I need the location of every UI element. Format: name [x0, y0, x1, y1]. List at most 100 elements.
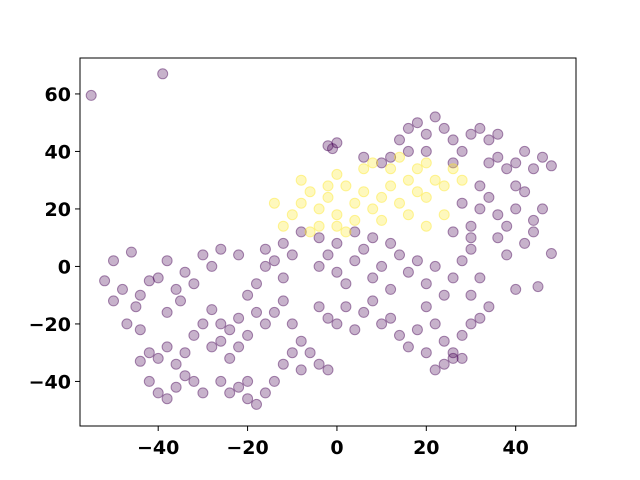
scatter-point-series-0 — [420, 145, 432, 157]
scatter-point-series-0 — [99, 275, 111, 287]
scatter-point-series-0 — [322, 364, 334, 376]
scatter-point-series-1 — [438, 209, 450, 221]
scatter-point-series-1 — [304, 226, 316, 238]
scatter-point-series-0 — [465, 128, 477, 140]
scatter-point-series-0 — [483, 301, 495, 313]
scatter-point-series-0 — [152, 352, 164, 364]
scatter-point-series-0 — [286, 347, 298, 359]
scatter-point-series-1 — [286, 209, 298, 221]
scatter-point-series-0 — [143, 275, 155, 287]
scatter-point-series-0 — [411, 117, 423, 129]
scatter-point-series-0 — [510, 283, 522, 295]
scatter-point-series-0 — [394, 249, 405, 261]
x-tick-label: −20 — [226, 437, 268, 459]
scatter-point-series-0 — [331, 266, 343, 278]
ticks-layer: −40 −20 0 20 40 −40 −20 0 20 40 60 — [29, 84, 529, 459]
scatter-point-series-1 — [304, 186, 316, 198]
scatter-point-series-1 — [322, 191, 334, 203]
scatter-point-series-0 — [349, 255, 361, 267]
scatter-point-series-0 — [242, 289, 254, 301]
scatter-point-series-1 — [313, 220, 325, 232]
scatter-point-series-1 — [349, 197, 361, 209]
y-tick-label: 60 — [45, 84, 71, 106]
scatter-point-series-0 — [233, 249, 245, 261]
scatter-point-series-0 — [313, 301, 325, 313]
scatter-point-series-0 — [277, 358, 289, 370]
scatter-point-series-0 — [197, 249, 209, 261]
scatter-point-series-0 — [259, 387, 271, 399]
scatter-point-series-0 — [277, 237, 289, 249]
scatter-point-series-0 — [134, 324, 146, 336]
scatter-point-series-0 — [259, 260, 271, 272]
scatter-point-series-0 — [313, 358, 325, 370]
scatter-point-series-0 — [277, 272, 289, 284]
scatter-point-series-0 — [402, 341, 414, 353]
scatter-point-series-0 — [134, 289, 146, 301]
scatter-point-series-0 — [358, 243, 370, 255]
scatter-point-series-0 — [537, 151, 548, 163]
scatter-point-series-0 — [420, 278, 432, 290]
scatter-point-series-0 — [510, 180, 522, 192]
scatter-point-series-0 — [188, 278, 200, 290]
scatter-point-series-0 — [322, 140, 334, 152]
scatter-point-series-0 — [429, 364, 441, 376]
scatter-point-series-0 — [492, 232, 504, 244]
scatter-point-series-0 — [474, 180, 486, 192]
scatter-point-series-0 — [85, 89, 97, 101]
scatter-point-series-0 — [143, 347, 155, 359]
scatter-point-series-0 — [447, 347, 459, 359]
axes-background — [80, 58, 576, 426]
scatter-point-series-0 — [528, 214, 539, 226]
scatter-point-series-0 — [519, 186, 531, 198]
scatter-point-series-0 — [340, 278, 352, 290]
scatter-point-series-0 — [456, 197, 468, 209]
scatter-point-series-0 — [161, 255, 173, 267]
scatter-point-series-0 — [420, 347, 432, 359]
scatter-point-series-0 — [456, 352, 468, 364]
y-tick-label: 20 — [45, 199, 71, 221]
scatter-point-series-0 — [215, 318, 227, 330]
scatter-point-series-1 — [367, 203, 379, 215]
scatter-point-series-0 — [188, 329, 200, 341]
scatter-point-series-0 — [376, 157, 388, 169]
scatter-point-series-0 — [394, 134, 405, 146]
scatter-point-series-0 — [322, 249, 334, 261]
scatter-point-series-0 — [206, 341, 218, 353]
scatter-point-series-0 — [492, 209, 504, 221]
points-layer — [85, 68, 557, 410]
scatter-point-series-0 — [447, 134, 459, 146]
scatter-point-series-0 — [438, 122, 450, 134]
scatter-point-series-0 — [242, 375, 254, 387]
scatter-point-series-0 — [447, 226, 459, 238]
scatter-point-series-1 — [295, 174, 307, 186]
scatter-point-series-0 — [545, 160, 557, 172]
scatter-point-series-0 — [130, 301, 142, 313]
y-tick-label: −40 — [29, 371, 71, 393]
scatter-point-series-0 — [331, 237, 343, 249]
scatter-point-series-0 — [233, 312, 245, 324]
scatter-point-series-0 — [313, 232, 325, 244]
scatter-point-series-0 — [447, 157, 459, 169]
scatter-point-series-0 — [385, 283, 397, 295]
scatter-point-series-0 — [385, 237, 397, 249]
scatter-point-series-0 — [402, 145, 414, 157]
scatter-point-series-0 — [465, 318, 477, 330]
scatter-point-series-0 — [304, 347, 316, 359]
scatter-point-series-0 — [376, 260, 388, 272]
scatter-point-series-1 — [322, 180, 334, 192]
scatter-point-series-0 — [277, 295, 289, 307]
scatter-point-series-0 — [313, 260, 325, 272]
scatter-point-series-0 — [474, 203, 486, 215]
scatter-point-series-0 — [259, 243, 271, 255]
scatter-point-series-1 — [411, 163, 423, 175]
scatter-point-series-0 — [125, 246, 137, 258]
scatter-point-series-0 — [157, 68, 169, 80]
scatter-point-series-1 — [376, 214, 388, 226]
scatter-point-series-0 — [474, 272, 486, 284]
scatter-point-series-0 — [175, 295, 186, 307]
scatter-point-series-0 — [224, 352, 236, 364]
scatter-point-series-0 — [501, 220, 513, 232]
scatter-point-series-0 — [456, 255, 468, 267]
y-tick-label: 0 — [58, 256, 71, 278]
scatter-point-series-0 — [170, 283, 182, 295]
